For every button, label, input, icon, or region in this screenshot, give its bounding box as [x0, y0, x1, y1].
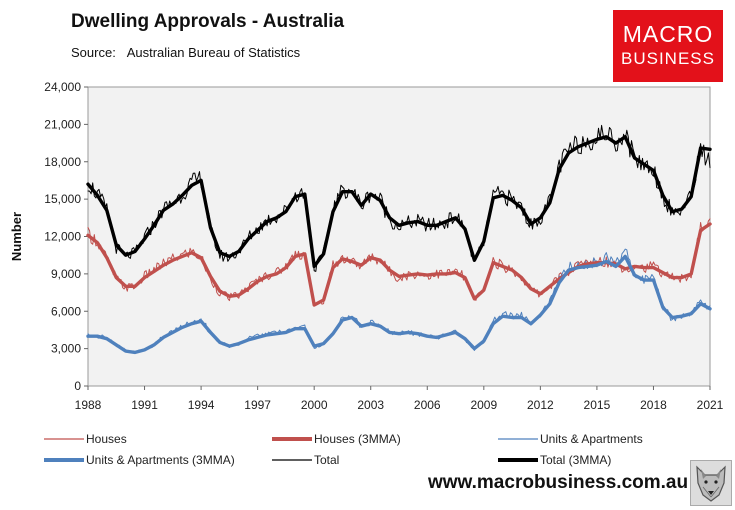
x-tick-label: 1997 — [244, 398, 271, 412]
legend-label: Units & Apartments — [540, 432, 643, 446]
y-axis-label: Number — [9, 212, 24, 261]
wolf-head-icon — [690, 460, 732, 506]
y-tick-label: 3,000 — [51, 342, 81, 356]
x-tick-label: 1988 — [75, 398, 102, 412]
y-tick-label: 18,000 — [44, 155, 81, 169]
logo-line-2: BUSINESS — [621, 49, 715, 68]
plot-area — [87, 86, 711, 387]
legend-label: Houses (3MMA) — [314, 432, 401, 446]
y-tick-label: 21,000 — [44, 117, 81, 131]
y-tick-label: 15,000 — [44, 192, 81, 206]
x-tick-label: 2009 — [470, 398, 497, 412]
y-tick-label: 9,000 — [51, 267, 81, 281]
logo-line-1: MACRO — [622, 21, 714, 47]
macrobusiness-logo: MACRO BUSINESS — [613, 10, 723, 82]
legend-label: Houses — [86, 432, 127, 446]
x-tick-label: 2006 — [414, 398, 441, 412]
x-tick-label: 2015 — [584, 398, 611, 412]
series-line-units-apartments-3mma — [86, 254, 712, 355]
source-value: Australian Bureau of Statistics — [126, 45, 301, 60]
legend-label: Total (3MMA) — [540, 453, 611, 467]
x-tick-label: 1994 — [188, 398, 215, 412]
legend-label: Total — [314, 453, 339, 467]
x-tick-label: 2018 — [640, 398, 667, 412]
y-tick-label: 12,000 — [44, 230, 81, 244]
source-label: Source: — [71, 45, 116, 60]
series-line-total-3mma — [86, 135, 712, 269]
x-tick-label: 2021 — [697, 398, 724, 412]
x-tick-label: 2000 — [301, 398, 328, 412]
y-tick-label: 0 — [74, 379, 81, 393]
x-tick-label: 1991 — [131, 398, 158, 412]
chart-title: Dwelling Approvals - Australia — [71, 11, 345, 32]
y-tick-label: 24,000 — [44, 80, 81, 94]
legend-label: Units & Apartments (3MMA) — [86, 453, 235, 467]
source-line: Source: Australian Bureau of Statistics — [71, 45, 300, 60]
series-line-total — [87, 124, 711, 272]
x-tick-label: 2012 — [527, 398, 554, 412]
website-url: www.macrobusiness.com.au — [428, 472, 689, 493]
x-tick-label: 2003 — [357, 398, 384, 412]
y-tick-label: 6,000 — [51, 304, 81, 318]
